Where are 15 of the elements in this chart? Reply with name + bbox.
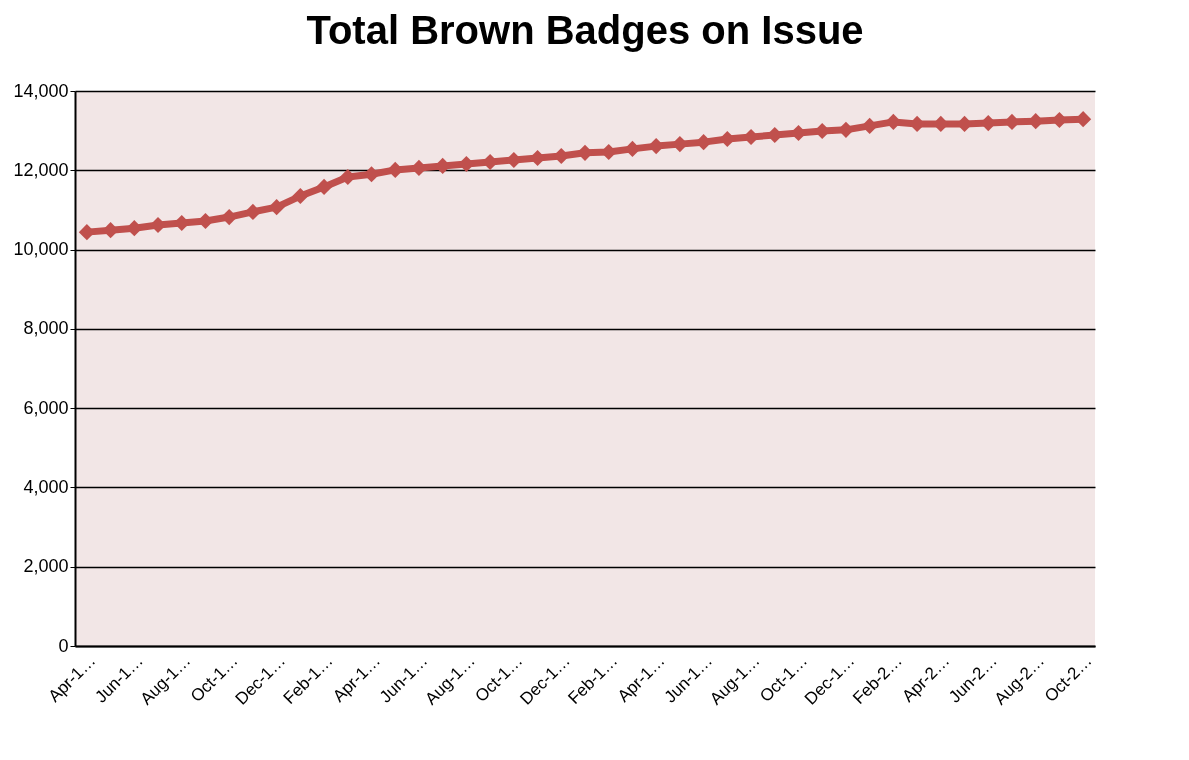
point [316,178,333,195]
y-tick-label: 6,000 [23,397,69,418]
y-tick-label: 14,000 [13,80,69,101]
y-tick-label: 2,000 [23,556,69,577]
point [861,117,878,134]
y-tick-label: 10,000 [13,239,69,260]
y-tick-label: 0 [58,635,69,656]
y-tick-label: 12,000 [13,159,69,180]
point [339,168,356,186]
point [624,140,641,157]
point [221,209,238,226]
y-tick-label: 8,000 [23,318,69,339]
chart-title: Total Brown Badges on Issue [306,8,864,52]
point [292,187,309,205]
y-tick-label: 4,000 [23,476,69,497]
